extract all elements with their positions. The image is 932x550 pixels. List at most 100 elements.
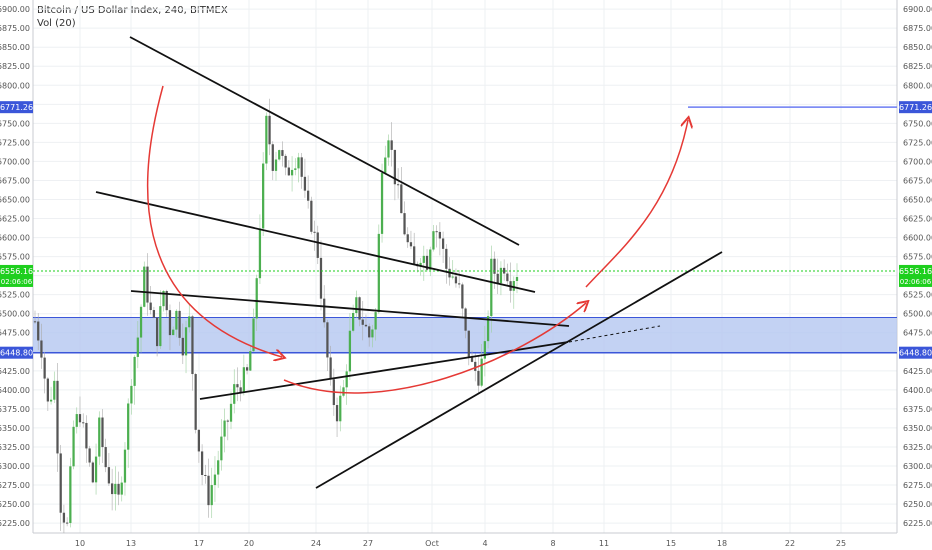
candle-body — [294, 168, 297, 170]
candle-body — [493, 258, 496, 274]
trendline — [315, 251, 723, 489]
candle-body — [396, 184, 400, 186]
y-tick-label-left: 6325.00 — [0, 443, 30, 452]
candle-body — [490, 258, 493, 317]
trendline — [199, 341, 569, 400]
candle-body — [445, 248, 448, 269]
candle-body — [229, 403, 233, 422]
y-tick-label-left: 6575.00 — [0, 253, 30, 262]
candle-body — [162, 291, 165, 307]
candle-body — [432, 231, 435, 250]
y-tick-label-left: 6825.00 — [0, 62, 30, 71]
y-tick-label-right: 6850.00 — [903, 43, 932, 52]
y-tick-label-right: 6575.00 — [903, 253, 932, 262]
candle-body — [40, 340, 43, 358]
candle-body — [496, 273, 499, 284]
candle-body — [503, 267, 506, 274]
y-tick-label-right: 6325.00 — [903, 443, 932, 452]
candle-body — [130, 385, 133, 404]
candle-body — [59, 453, 62, 513]
y-tick-label-left: 6475.00 — [0, 329, 30, 338]
price-tag-left — [0, 346, 33, 359]
candle-body — [88, 448, 91, 463]
y-tick-label-right: 6375.00 — [903, 405, 932, 414]
candle-body — [207, 475, 210, 506]
candle-body — [213, 474, 217, 486]
price-tag-left-text: 6556.16 — [0, 267, 33, 276]
candle-body — [245, 367, 249, 371]
y-tick-label-left: 6850.00 — [0, 43, 30, 52]
y-tick-label-left: 6675.00 — [0, 176, 30, 185]
y-tick-label-right: 6825.00 — [903, 62, 932, 71]
y-tick-label-left: 6800.00 — [0, 81, 30, 90]
candle-body — [78, 414, 82, 423]
candle-body — [184, 327, 188, 356]
candle-body — [133, 356, 136, 386]
candle-body — [155, 317, 159, 347]
price-tag-right-text: 6448.80 — [899, 349, 932, 358]
candle-body — [316, 232, 319, 258]
y-tick-label-right: 6525.00 — [903, 291, 932, 300]
candle-body — [94, 456, 98, 483]
y-tick-label-right: 6700.00 — [903, 157, 932, 166]
price-tag-left — [0, 264, 33, 287]
candle-body — [377, 233, 380, 313]
candle-body — [438, 231, 442, 239]
trendline — [130, 290, 570, 327]
y-tick-label-right: 6225.00 — [903, 519, 932, 528]
candle-body — [265, 115, 268, 164]
x-tick-label: 15 — [666, 539, 676, 548]
y-tick-label-left: 6725.00 — [0, 138, 30, 147]
candle-body — [271, 144, 274, 171]
candle-body — [413, 246, 416, 264]
candle-body — [390, 140, 393, 150]
candle-body — [136, 337, 139, 357]
candle-body — [252, 318, 255, 352]
candle-body — [43, 357, 46, 379]
candle-body — [200, 451, 204, 475]
candle-body — [425, 255, 429, 270]
candle-body — [461, 284, 464, 309]
candle-body — [191, 316, 194, 375]
y-tick-label-right: 6875.00 — [903, 24, 932, 33]
candle-body — [204, 474, 207, 476]
candle-body — [470, 356, 474, 362]
y-tick-label-left: 6350.00 — [0, 424, 30, 433]
candle-body — [400, 184, 403, 214]
price-tag-right-text: 6771.26 — [899, 103, 932, 112]
y-tick-label-right: 6250.00 — [903, 500, 932, 509]
indicator-label: Vol (20) — [37, 18, 76, 29]
y-tick-label-right: 6425.00 — [903, 367, 932, 376]
y-tick-label-left: 6700.00 — [0, 157, 30, 166]
y-tick-label-left: 6500.00 — [0, 310, 30, 319]
candle-body — [339, 395, 342, 422]
candle-body — [393, 149, 397, 185]
x-tick-label: 24 — [311, 539, 321, 548]
trendline — [129, 36, 520, 246]
candle-body — [197, 429, 201, 452]
candle-body — [98, 417, 101, 457]
candle-body — [72, 426, 75, 467]
candle-body — [262, 163, 265, 229]
candle-body — [69, 466, 72, 523]
candle-body — [104, 447, 107, 468]
candle-body — [290, 169, 294, 176]
candle-body — [75, 414, 78, 427]
y-tick-label-left: 6900.00 — [0, 5, 30, 14]
candle-body — [46, 378, 49, 402]
price-tag-left-text: 6771.26 — [0, 103, 33, 112]
price-tag-left — [0, 101, 33, 114]
candle-body — [499, 267, 503, 284]
candle-body — [123, 449, 127, 483]
candle-body — [37, 321, 40, 341]
y-tick-label-right: 6500.00 — [903, 310, 932, 319]
y-tick-label-left: 6525.00 — [0, 291, 30, 300]
candle-body — [168, 310, 172, 336]
candle-body — [387, 140, 390, 158]
x-tick-label: 20 — [244, 539, 254, 548]
candle-body — [284, 155, 287, 168]
candle-body — [342, 387, 345, 396]
candle-body — [480, 358, 483, 386]
candle-body — [406, 234, 409, 243]
